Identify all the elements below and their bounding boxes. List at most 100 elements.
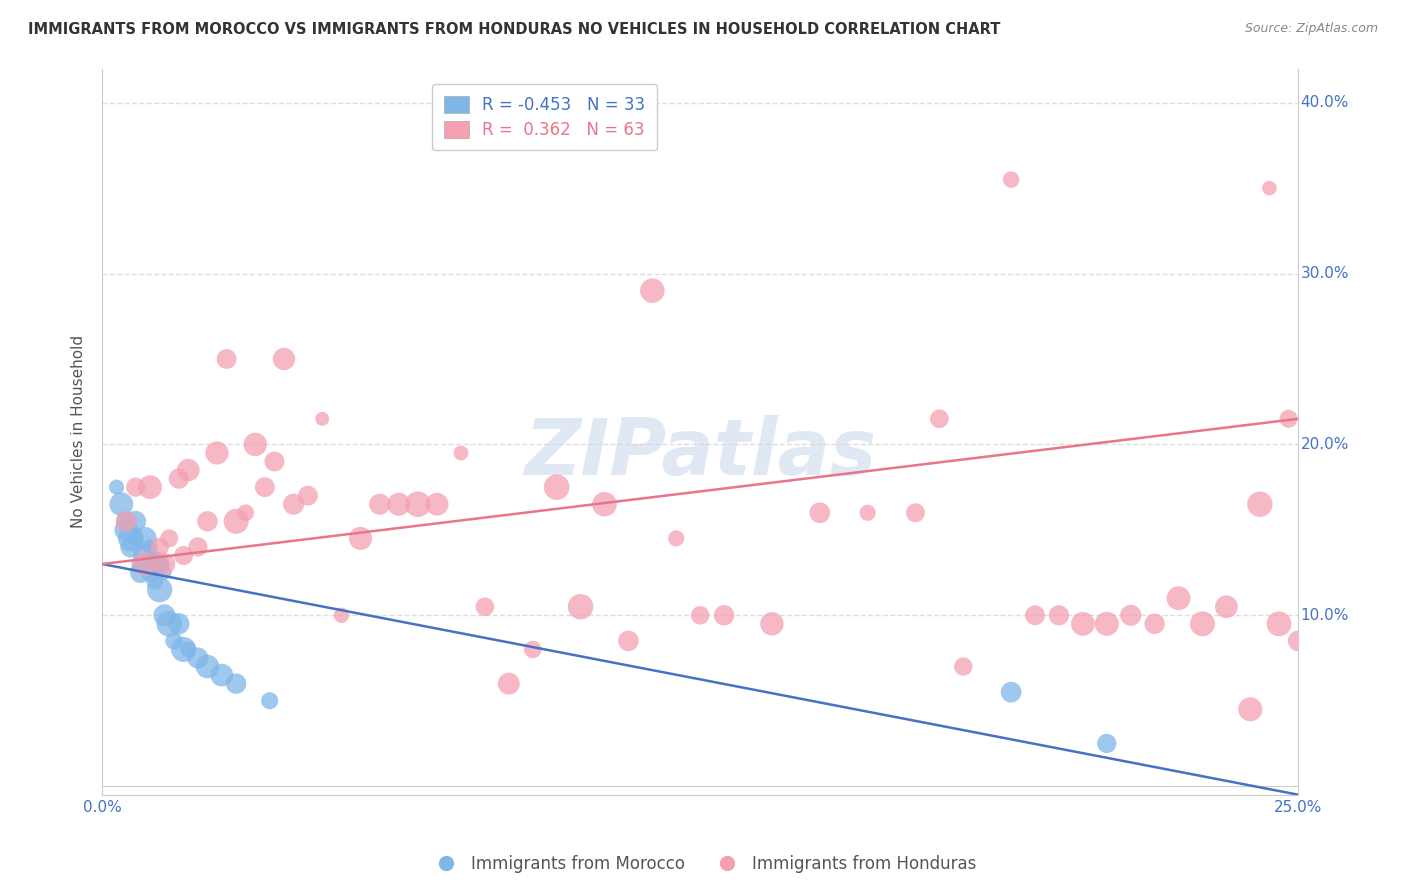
- Point: [125, 514, 148, 528]
- Point: [546, 480, 568, 494]
- Text: IMMIGRANTS FROM MOROCCO VS IMMIGRANTS FROM HONDURAS NO VEHICLES IN HOUSEHOLD COR: IMMIGRANTS FROM MOROCCO VS IMMIGRANTS FR…: [28, 22, 1001, 37]
- Point: [197, 514, 219, 528]
- Legend: R = -0.453   N = 33, R =  0.362   N = 63: R = -0.453 N = 33, R = 0.362 N = 63: [432, 84, 657, 151]
- Point: [211, 668, 233, 682]
- Point: [215, 351, 238, 366]
- Point: [134, 532, 156, 546]
- Point: [105, 480, 128, 494]
- Point: [406, 497, 429, 511]
- Point: [1000, 685, 1022, 699]
- Point: [149, 557, 172, 571]
- Point: [569, 599, 592, 614]
- Point: [173, 549, 195, 563]
- Point: [225, 514, 247, 528]
- Point: [245, 437, 267, 451]
- Point: [1095, 736, 1118, 750]
- Point: [1024, 608, 1046, 623]
- Point: [522, 642, 544, 657]
- Text: 20.0%: 20.0%: [1301, 437, 1348, 452]
- Point: [368, 497, 391, 511]
- Point: [129, 566, 152, 580]
- Point: [139, 540, 162, 554]
- Point: [1268, 616, 1291, 631]
- Text: 30.0%: 30.0%: [1301, 266, 1348, 281]
- Point: [928, 412, 950, 426]
- Point: [641, 284, 664, 298]
- Text: 10.0%: 10.0%: [1301, 607, 1348, 623]
- Text: Source: ZipAtlas.com: Source: ZipAtlas.com: [1244, 22, 1378, 36]
- Point: [1095, 616, 1118, 631]
- Point: [856, 506, 879, 520]
- Point: [134, 549, 156, 563]
- Point: [1249, 497, 1271, 511]
- Point: [187, 540, 209, 554]
- Point: [157, 616, 180, 631]
- Point: [1277, 412, 1299, 426]
- Point: [689, 608, 711, 623]
- Point: [149, 540, 172, 554]
- Point: [125, 532, 148, 546]
- Point: [297, 489, 319, 503]
- Point: [330, 608, 353, 623]
- Point: [167, 472, 190, 486]
- Point: [1191, 616, 1213, 631]
- Point: [952, 659, 974, 673]
- Point: [1000, 172, 1022, 186]
- Point: [474, 599, 496, 614]
- Point: [761, 616, 783, 631]
- Point: [187, 651, 209, 665]
- Text: 40.0%: 40.0%: [1301, 95, 1348, 111]
- Point: [134, 557, 156, 571]
- Point: [153, 566, 176, 580]
- Point: [1286, 634, 1309, 648]
- Point: [713, 608, 735, 623]
- Point: [139, 566, 162, 580]
- Point: [450, 446, 472, 460]
- Point: [388, 497, 411, 511]
- Point: [1239, 702, 1261, 716]
- Point: [259, 694, 281, 708]
- Point: [904, 506, 927, 520]
- Point: [1119, 608, 1142, 623]
- Point: [125, 480, 148, 494]
- Point: [157, 532, 180, 546]
- Point: [163, 634, 186, 648]
- Point: [143, 574, 166, 588]
- Point: [283, 497, 305, 511]
- Point: [134, 557, 156, 571]
- Point: [129, 557, 152, 571]
- Point: [253, 480, 276, 494]
- Point: [149, 582, 172, 597]
- Point: [205, 446, 228, 460]
- Point: [349, 532, 371, 546]
- Point: [273, 351, 295, 366]
- Point: [263, 454, 285, 468]
- Point: [153, 608, 176, 623]
- Point: [120, 532, 142, 546]
- Point: [115, 523, 138, 537]
- Point: [110, 497, 132, 511]
- Point: [173, 642, 195, 657]
- Point: [177, 642, 200, 657]
- Point: [617, 634, 640, 648]
- Point: [1258, 181, 1281, 195]
- Point: [115, 514, 138, 528]
- Point: [426, 497, 449, 511]
- Point: [225, 676, 247, 690]
- Point: [593, 497, 616, 511]
- Point: [120, 540, 142, 554]
- Point: [1215, 599, 1237, 614]
- Point: [143, 557, 166, 571]
- Point: [498, 676, 520, 690]
- Point: [177, 463, 200, 477]
- Point: [167, 616, 190, 631]
- Point: [139, 480, 162, 494]
- Point: [1167, 591, 1189, 606]
- Point: [311, 412, 333, 426]
- Legend: Immigrants from Morocco, Immigrants from Honduras: Immigrants from Morocco, Immigrants from…: [423, 848, 983, 880]
- Point: [197, 659, 219, 673]
- Point: [808, 506, 831, 520]
- Point: [115, 514, 138, 528]
- Text: ZIPatlas: ZIPatlas: [524, 416, 876, 491]
- Point: [1047, 608, 1070, 623]
